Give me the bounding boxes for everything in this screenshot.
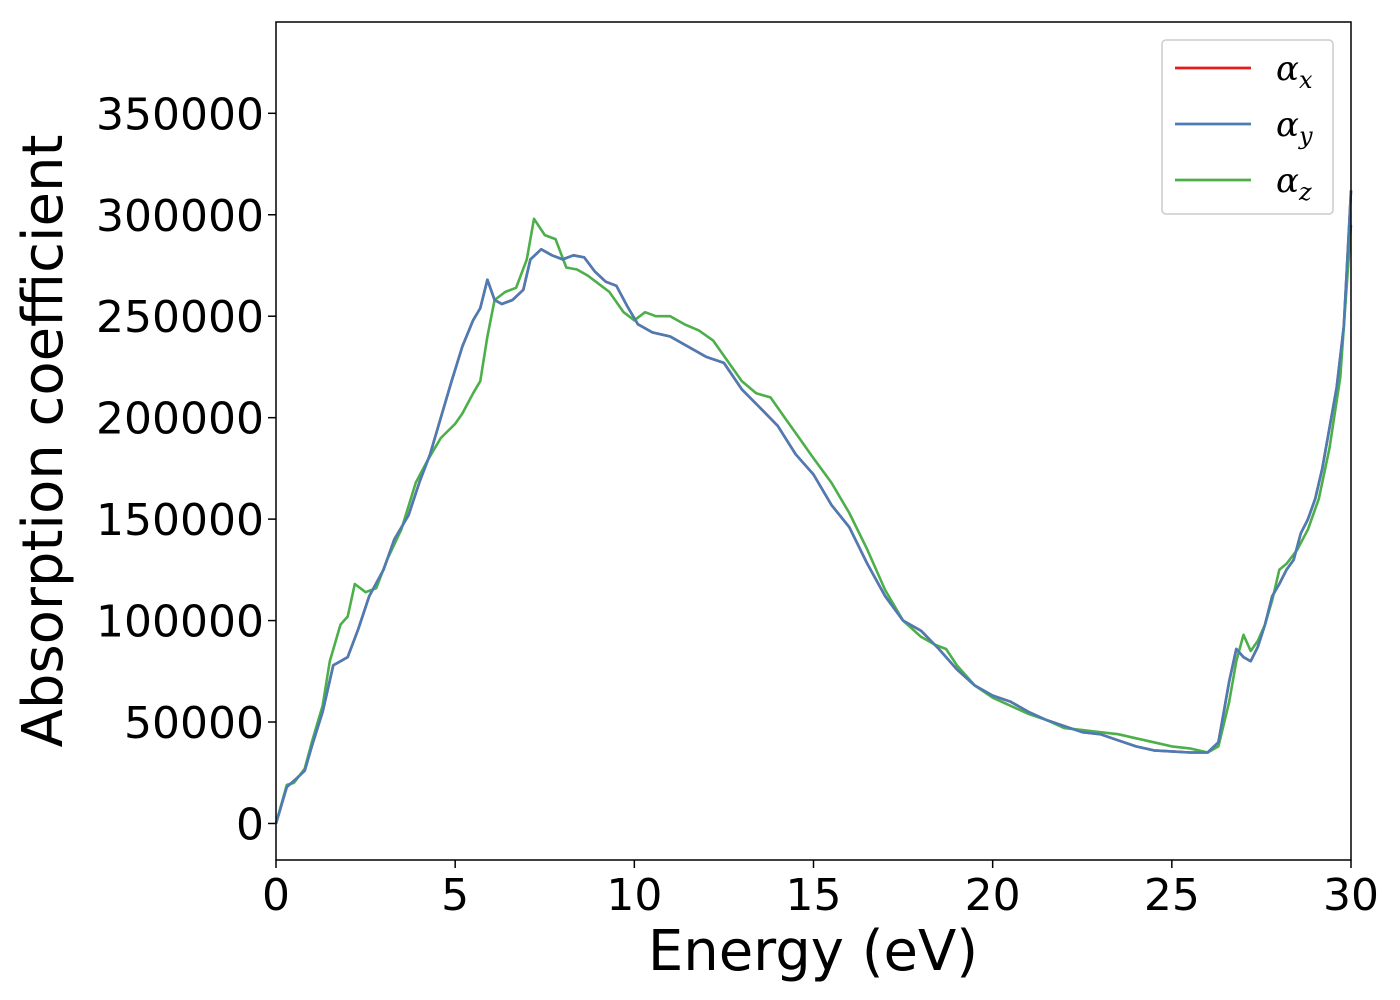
legend-box [1161,39,1334,215]
x-tick-label: 0 [262,870,290,921]
y-tick-label: 350000 [96,89,264,140]
y-tick-label: 200000 [96,394,264,445]
legend-label-alpha-x: αx [1276,49,1313,94]
series-line-alpha-x [274,190,1353,824]
series-layer [274,190,1353,824]
x-tick-label: 5 [441,870,469,921]
legend: αx αy αz [1161,39,1334,215]
legend-label-alpha-z: αz [1276,161,1312,206]
legend-label-alpha-y: αy [1276,105,1313,150]
plot-area: 0 50000 100000 150000 200000 250000 300000 3500… [96,21,1379,921]
x-tick-label: 30 [1323,870,1379,921]
y-tick-label: 0 [236,799,264,850]
x-axis-label: Energy (eV) [648,919,978,984]
y-tick-label: 150000 [96,495,264,546]
axes-frame [275,21,1352,861]
y-axis-label: Absorption coefficient [11,135,76,748]
y-tick-label: 300000 [96,191,264,242]
x-tick-label: 15 [786,870,842,921]
x-axis: 0 5 10 15 20 25 30 [262,860,1379,921]
legend-entries: αx αy αz [1175,49,1313,206]
y-tick-label: 50000 [124,698,264,749]
x-tick-label: 25 [1144,870,1200,921]
x-tick-label: 10 [606,870,662,921]
series-line-alpha-z [274,217,1353,824]
y-tick-label: 250000 [96,292,264,343]
y-axis: 0 50000 100000 150000 200000 250000 300000 3500… [96,89,276,850]
y-tick-label: 100000 [96,597,264,648]
series-line-alpha-y [274,190,1353,824]
x-tick-label: 20 [965,870,1021,921]
